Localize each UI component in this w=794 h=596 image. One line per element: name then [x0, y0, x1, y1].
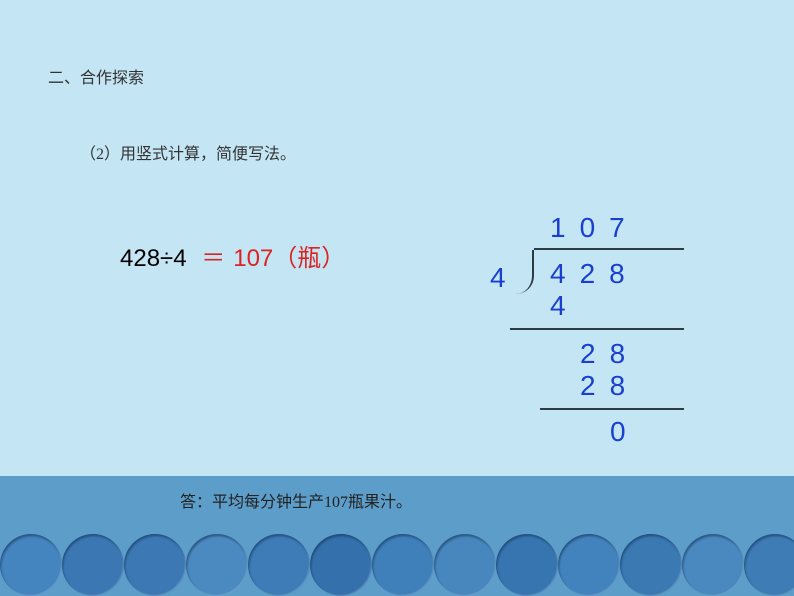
answer-text: 答：平均每分钟生产107瓶果汁。: [180, 488, 412, 512]
remainder: 0: [610, 416, 626, 448]
step1-line: [510, 328, 684, 330]
scallop: [124, 534, 186, 596]
scallop: [620, 534, 682, 596]
horizontal-equation: 428÷4 ＝ 107（瓶）: [120, 238, 345, 273]
scallop: [372, 534, 434, 596]
step2-bringdown: 28: [580, 338, 639, 370]
scallop: [434, 534, 496, 596]
scallop: [62, 534, 124, 596]
quotient: 107: [550, 212, 639, 244]
step2-line: [540, 408, 684, 410]
scallop: [248, 534, 310, 596]
scallop-row: [0, 534, 794, 596]
scallop: [744, 534, 794, 596]
scallop: [558, 534, 620, 596]
step1-subtract: 4: [550, 290, 566, 322]
equation-result: 107: [233, 245, 273, 272]
step2-subtract: 28: [580, 370, 639, 402]
scallop: [496, 534, 558, 596]
scallop: [682, 534, 744, 596]
scallop: [186, 534, 248, 596]
section-heading: 二、合作探索: [48, 64, 144, 88]
division-bar: [534, 248, 684, 250]
equation-unit: （瓶）: [273, 246, 345, 272]
equation-equals: ＝: [201, 245, 225, 272]
dividend: 428: [550, 258, 639, 290]
divisor: 4: [490, 262, 506, 294]
scallop: [0, 534, 62, 596]
scallop: [310, 534, 372, 596]
sub-heading: （2）用竖式计算，简便写法。: [80, 140, 296, 164]
equation-lhs: 428÷4: [120, 245, 187, 272]
